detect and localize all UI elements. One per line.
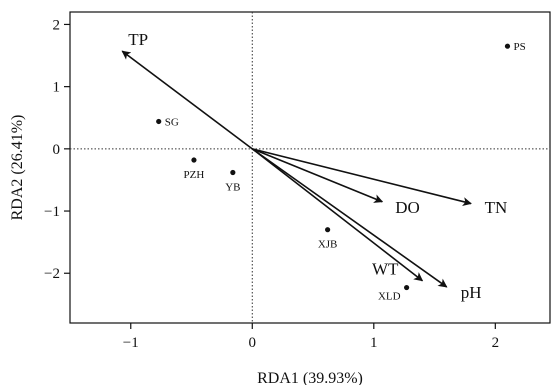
site-label-sg: SG xyxy=(165,116,179,128)
x-axis-title: RDA1 (39.93%) xyxy=(257,370,363,385)
y-tick-label: −1 xyxy=(44,204,60,220)
site-label-yb: YB xyxy=(225,181,240,193)
site-label-ps: PS xyxy=(513,41,525,53)
arrow-wt xyxy=(251,148,424,282)
y-tick-label: 1 xyxy=(53,80,61,96)
x-tick-label: 0 xyxy=(249,335,257,351)
site-label-xld: XLD xyxy=(378,291,401,303)
arrow-label-do: DO xyxy=(395,198,420,217)
site-point-xld xyxy=(404,284,410,291)
arrow-label-tn: TN xyxy=(485,198,508,217)
arrow-do xyxy=(251,148,384,203)
x-tick-label: 1 xyxy=(370,335,378,351)
arrow-ph xyxy=(251,148,448,288)
y-axis-title: RDA2 (26.41%) xyxy=(9,115,26,221)
arrow-label-ph: pH xyxy=(461,283,482,302)
arrow-tp xyxy=(121,50,253,150)
site-point-ps xyxy=(504,43,511,49)
arrow-label-wt: WT xyxy=(372,260,399,279)
y-tick-label: 0 xyxy=(53,142,61,158)
x-tick-label: 2 xyxy=(492,335,500,351)
site-point-sg xyxy=(156,118,162,125)
arrow-label-tp: TP xyxy=(128,30,148,49)
site-point-xjb xyxy=(325,227,331,233)
x-tick-label: −1 xyxy=(123,335,139,351)
y-tick-label: −2 xyxy=(44,266,60,282)
site-point-pzh xyxy=(191,157,197,163)
site-label-xjb: XJB xyxy=(318,239,338,251)
site-point-yb xyxy=(230,169,236,176)
site-label-pzh: PZH xyxy=(184,169,205,181)
y-tick-label: 2 xyxy=(53,17,61,33)
plot-frame xyxy=(69,11,551,324)
arrow-tn xyxy=(252,148,472,206)
